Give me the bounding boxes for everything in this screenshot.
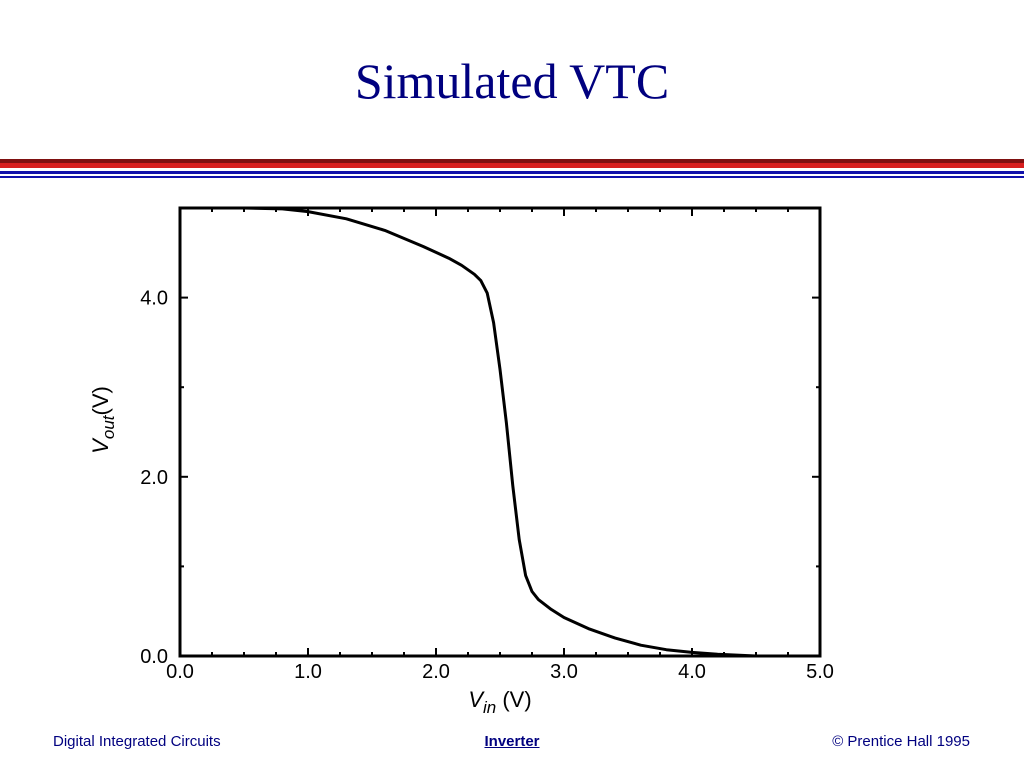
tick-labels-group: 0.0 1.0 2.0 3.0 4.0 5.0 0.0 2.0 4.0 — [140, 288, 834, 683]
x-tick-label: 0.0 — [166, 661, 194, 683]
y-tick-label: 2.0 — [140, 467, 168, 489]
x-tick-label: 3.0 — [550, 661, 578, 683]
footer-copyright: © Prentice Hall 1995 — [832, 733, 970, 750]
y-axis-unit: (V) — [88, 386, 113, 415]
x-tick-label: 5.0 — [806, 661, 834, 683]
footer-section-link[interactable]: Inverter — [484, 733, 540, 750]
x-tick-label: 1.0 — [294, 661, 322, 683]
y-axis-symbol: V — [88, 437, 113, 454]
x-tick-label: 2.0 — [422, 661, 450, 683]
ticks-group — [179, 207, 821, 657]
footer-course-name: Digital Integrated Circuits — [53, 733, 221, 750]
header-rule-red — [0, 163, 1024, 168]
y-tick-label: 0.0 — [140, 646, 168, 668]
header-rule-blue-top — [0, 171, 1024, 174]
plot-frame-group — [178, 206, 822, 658]
header-rule-blue-bottom — [0, 176, 1024, 178]
slide-title: Simulated VTC — [354, 53, 670, 109]
x-axis-label: Vin (V) — [468, 687, 531, 717]
y-tick-label: 4.0 — [140, 288, 168, 310]
y-axis-subscript: out — [99, 414, 118, 439]
curve-group — [180, 206, 820, 658]
x-axis-subscript: in — [483, 698, 496, 717]
y-axis-label: Vout(V) — [88, 386, 118, 454]
x-tick-label: 4.0 — [678, 661, 706, 683]
header-rule-dark-red — [0, 159, 1024, 163]
vtc-curve — [180, 206, 820, 658]
x-axis-symbol: V — [468, 687, 485, 712]
plot-frame — [178, 206, 822, 658]
x-axis-unit: (V) — [496, 687, 531, 712]
